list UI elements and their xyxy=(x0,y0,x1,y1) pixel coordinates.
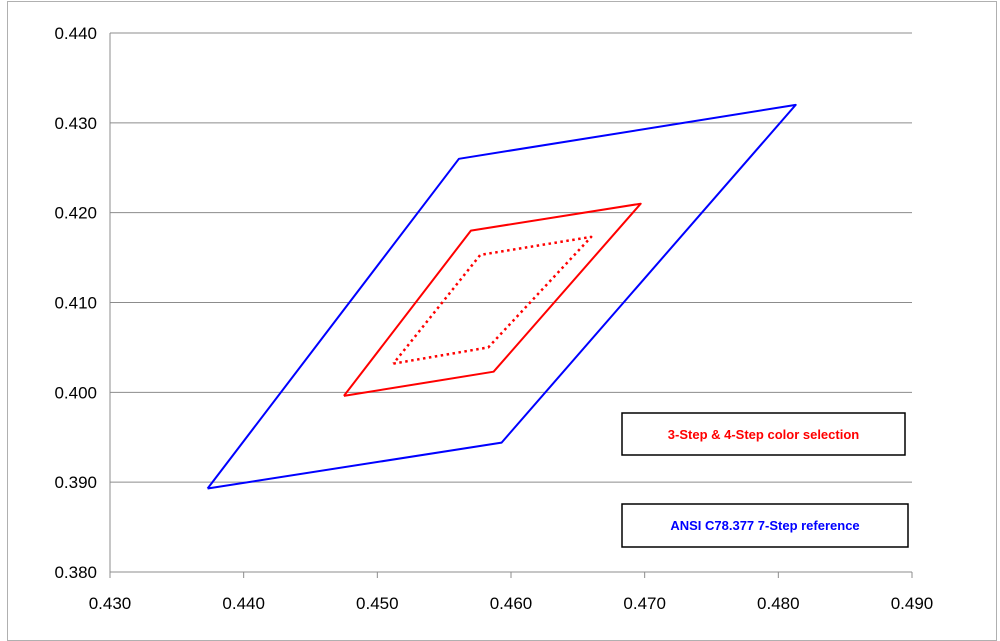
y-tick-label: 0.420 xyxy=(54,204,97,223)
y-tick-label: 0.380 xyxy=(54,563,97,582)
series-0-outline xyxy=(206,103,797,490)
legend-label-blue: ANSI C78.377 7-Step reference xyxy=(670,518,859,533)
y-tick-label: 0.410 xyxy=(54,294,97,313)
x-tick-label: 0.490 xyxy=(891,594,934,613)
series-2-dotted-outline xyxy=(392,235,593,365)
x-tick-label: 0.480 xyxy=(757,594,800,613)
legend-box-red: 3-Step & 4-Step color selection xyxy=(621,412,906,456)
y-tick-labels: 0.440 0.430 0.420 0.410 0.400 0.390 0.380 xyxy=(54,24,97,582)
x-tick-labels: 0.430 0.440 0.450 0.460 0.470 0.480 0.490 xyxy=(89,594,934,613)
x-tick-label: 0.430 xyxy=(89,594,132,613)
y-tick-label: 0.430 xyxy=(54,114,97,133)
legend-box-blue: ANSI C78.377 7-Step reference xyxy=(621,503,909,548)
x-tick-label: 0.470 xyxy=(623,594,666,613)
y-tick-label: 0.400 xyxy=(54,383,97,402)
y-tick-label: 0.390 xyxy=(54,473,97,492)
y-tick-label: 0.440 xyxy=(54,24,97,43)
series-group xyxy=(206,103,797,490)
axes xyxy=(109,33,913,578)
series-1-outline xyxy=(343,202,642,397)
gridlines xyxy=(110,32,912,573)
x-tick-label: 0.450 xyxy=(356,594,399,613)
x-tick-label: 0.460 xyxy=(490,594,533,613)
x-tick-label: 0.440 xyxy=(222,594,265,613)
legend-label-red: 3-Step & 4-Step color selection xyxy=(668,427,859,442)
chromaticity-chart: 0.440 0.430 0.420 0.410 0.400 0.390 0.380 0.43… xyxy=(54,24,934,613)
